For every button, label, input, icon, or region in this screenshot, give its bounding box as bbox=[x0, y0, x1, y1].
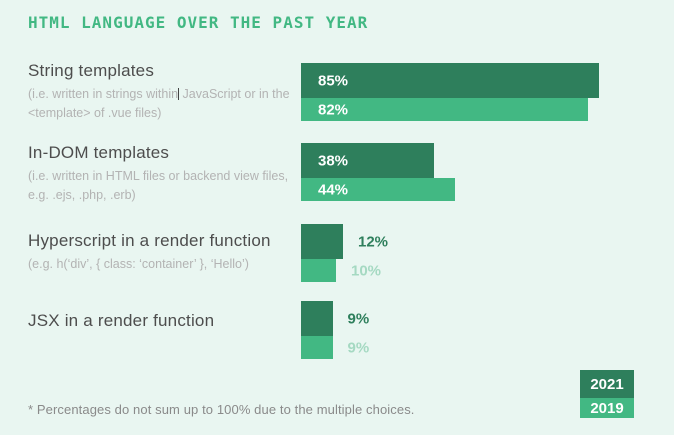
bar-pair: 12% 10% bbox=[301, 224, 388, 282]
legend-label: 2021 bbox=[590, 375, 624, 393]
bar-value-label: 9% bbox=[347, 310, 370, 327]
category-subtitle: (i.e. written in strings within JavaScri… bbox=[28, 85, 290, 123]
bar-pair: 38% 44% bbox=[301, 143, 455, 201]
bar-value-label: 82% bbox=[318, 101, 349, 118]
legend-item-2021: 2021 bbox=[580, 370, 634, 398]
bar-value-label: 85% bbox=[318, 72, 349, 89]
legend-item-2019: 2019 bbox=[580, 398, 634, 418]
subtitle-text-post: JavaScript or in the <template> of .vue … bbox=[28, 87, 290, 120]
category-title: String templates bbox=[28, 61, 155, 80]
bar-value-label: 38% bbox=[318, 152, 349, 169]
bar-2021: 38% bbox=[301, 143, 434, 178]
category-subtitle: (i.e. written in HTML files or backend v… bbox=[28, 169, 289, 202]
subtitle-text-pre: (i.e. written in strings within bbox=[28, 87, 179, 101]
category-label-block: JSX in a render function bbox=[28, 310, 290, 332]
bar-value-label: 44% bbox=[318, 181, 349, 198]
category-title: In-DOM templates bbox=[28, 143, 170, 162]
bar-pair: 85% 82% bbox=[301, 63, 599, 121]
chart-title: HTML LANGUAGE OVER THE PAST YEAR bbox=[28, 13, 369, 32]
legend-label: 2019 bbox=[590, 399, 624, 417]
bar-2019: 9% bbox=[301, 336, 369, 359]
bar-value-label: 9% bbox=[347, 339, 370, 356]
bar-pair: 9% 9% bbox=[301, 301, 369, 359]
category-title: Hyperscript in a render function bbox=[28, 231, 271, 250]
category-label-block: Hyperscript in a render function (e.g. h… bbox=[28, 230, 290, 274]
category-subtitle: (e.g. h(‘div’, { class: ‘container’ }, ‘… bbox=[28, 257, 249, 271]
legend: 2021 2019 bbox=[580, 370, 634, 418]
category-label-block: String templates (i.e. written in string… bbox=[28, 60, 290, 123]
bar-2021: 9% bbox=[301, 301, 369, 336]
bar-2019: 44% bbox=[301, 178, 455, 201]
bar-2019: 10% bbox=[301, 259, 381, 282]
bar-value-label: 10% bbox=[351, 262, 382, 279]
bar-2021: 85% bbox=[301, 63, 599, 98]
bar-2019: 82% bbox=[301, 98, 588, 121]
bar-2021: 12% bbox=[301, 224, 388, 259]
footnote: * Percentages do not sum up to 100% due … bbox=[28, 402, 415, 417]
text-cursor bbox=[178, 88, 180, 100]
category-title: JSX in a render function bbox=[28, 311, 215, 330]
bar-value-label: 12% bbox=[358, 233, 389, 250]
category-label-block: In-DOM templates (i.e. written in HTML f… bbox=[28, 142, 290, 205]
